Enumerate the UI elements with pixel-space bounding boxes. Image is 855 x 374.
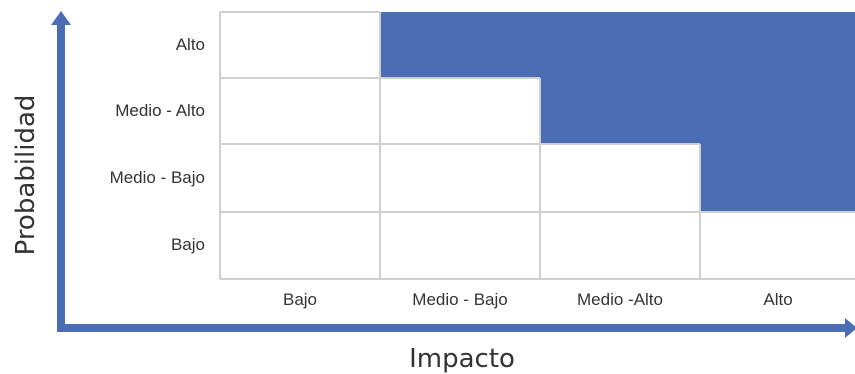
y-axis-arrow-icon (51, 11, 71, 25)
row-label-alto: Alto (175, 35, 205, 54)
column-label-medio-alto: Medio -Alto (577, 290, 663, 309)
cell-medio-alto-bajo (220, 78, 380, 144)
cell-medio-bajo-bajo (220, 144, 380, 212)
cell-medio-bajo-alto (700, 144, 855, 212)
column-label-bajo: Bajo (282, 290, 318, 309)
cell-bajo-medio-alto (540, 212, 700, 279)
cell-alto-medio-alto (540, 12, 700, 78)
x-axis-title: Impacto (409, 344, 515, 374)
x-axis-arrow-icon (845, 318, 855, 338)
cell-bajo-alto (700, 212, 855, 279)
row-label-bajo: Bajo (170, 235, 205, 254)
x-axis-line (57, 324, 847, 332)
cell-alto-bajo (220, 12, 380, 78)
cell-bajo-bajo (220, 212, 380, 279)
column-label-medio-bajo: Medio - Bajo (412, 290, 508, 309)
cell-medio-alto-medio-alto (540, 78, 700, 144)
cell-medio-alto-medio-bajo (380, 78, 540, 144)
cell-alto-medio-bajo (380, 12, 540, 78)
column-label-alto: Alto (763, 290, 793, 309)
cell-medio-bajo-medio-alto (540, 144, 700, 212)
cell-alto-alto (700, 12, 855, 78)
cell-bajo-medio-bajo (380, 212, 540, 279)
row-label-medio-bajo: Medio - Bajo (109, 168, 205, 187)
cell-medio-alto-alto (700, 78, 855, 144)
y-axis-line (57, 22, 65, 332)
row-label-medio-alto: Medio - Alto (115, 101, 205, 120)
cell-medio-bajo-medio-bajo (380, 144, 540, 212)
